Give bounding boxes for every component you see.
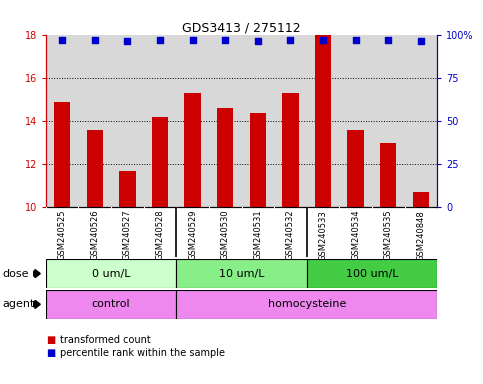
Bar: [176, 259, 307, 288]
Text: GSM240529: GSM240529: [188, 210, 197, 260]
Text: GSM240528: GSM240528: [156, 210, 165, 260]
Text: GSM240530: GSM240530: [221, 210, 230, 260]
Point: [286, 37, 294, 43]
Bar: [119, 170, 136, 207]
FancyArrow shape: [33, 300, 40, 308]
Bar: [307, 259, 437, 288]
Bar: [185, 93, 201, 207]
Bar: [250, 113, 266, 207]
Point: [352, 37, 359, 43]
Text: percentile rank within the sample: percentile rank within the sample: [60, 348, 226, 358]
Point: [254, 38, 262, 45]
Bar: [412, 192, 429, 207]
Text: 100 um/L: 100 um/L: [346, 268, 398, 279]
Text: ■: ■: [46, 335, 55, 345]
Text: GSM240535: GSM240535: [384, 210, 393, 260]
Bar: [46, 259, 176, 288]
Text: GSM240525: GSM240525: [57, 210, 67, 260]
Bar: [176, 290, 437, 319]
Point: [91, 37, 99, 43]
Text: transformed count: transformed count: [60, 335, 151, 345]
Text: dose: dose: [2, 268, 29, 279]
Bar: [54, 101, 71, 207]
Bar: [282, 93, 298, 207]
Bar: [217, 108, 233, 207]
Point: [319, 37, 327, 43]
Point: [417, 38, 425, 45]
Text: control: control: [92, 299, 130, 310]
Bar: [46, 290, 176, 319]
Point: [58, 37, 66, 43]
Text: GSM240527: GSM240527: [123, 210, 132, 260]
Point: [221, 37, 229, 43]
FancyArrow shape: [33, 270, 40, 278]
Text: ■: ■: [46, 348, 55, 358]
Bar: [380, 142, 397, 207]
Text: GSM240534: GSM240534: [351, 210, 360, 260]
Text: homocysteine: homocysteine: [268, 299, 346, 310]
Text: GSM240532: GSM240532: [286, 210, 295, 260]
Bar: [315, 35, 331, 207]
Text: GSM240848: GSM240848: [416, 210, 426, 261]
Bar: [86, 130, 103, 207]
Text: agent: agent: [2, 299, 35, 310]
Bar: [152, 117, 168, 207]
Point: [124, 38, 131, 45]
Text: GSM240526: GSM240526: [90, 210, 99, 260]
Text: GSM240533: GSM240533: [318, 210, 327, 261]
Text: 10 um/L: 10 um/L: [219, 268, 264, 279]
Point: [189, 37, 197, 43]
Text: 0 um/L: 0 um/L: [92, 268, 130, 279]
Point: [384, 37, 392, 43]
Text: GDS3413 / 275112: GDS3413 / 275112: [182, 21, 301, 34]
Text: GSM240531: GSM240531: [253, 210, 262, 260]
Point: [156, 37, 164, 43]
Bar: [347, 130, 364, 207]
